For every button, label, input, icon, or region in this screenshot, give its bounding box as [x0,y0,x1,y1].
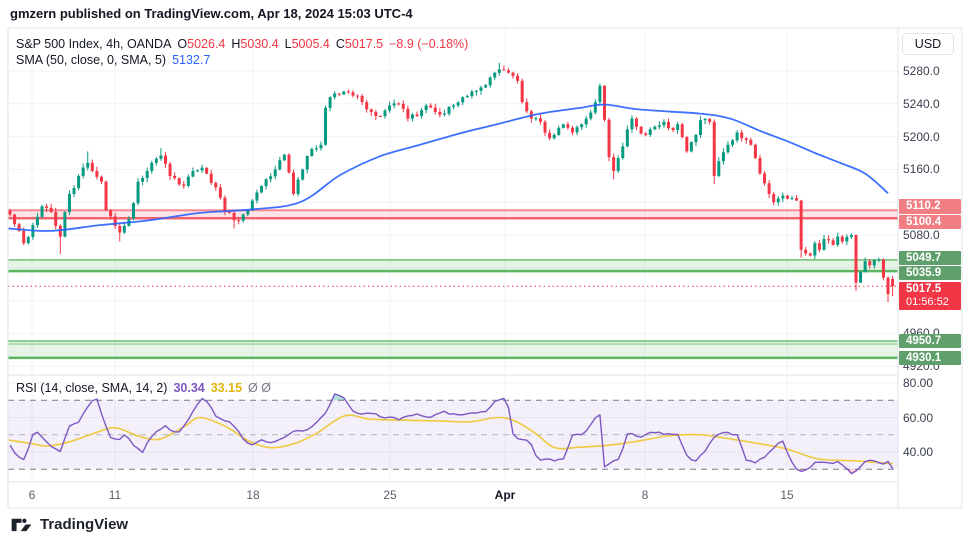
publish-header: gmzern published on TradingView.com, Apr… [0,0,970,28]
ohlc-low: L 5005.4 [284,37,330,51]
current-price-value: 5017.5 [906,282,942,295]
currency-button[interactable]: USD [902,33,954,55]
symbol-title: S&P 500 Index, 4h, OANDA [16,37,172,51]
ohlc-open: O 5026.4 [177,37,226,51]
bar-countdown: 01:56:52 [906,295,949,308]
rsi-tick-label: 60.00 [903,410,934,425]
ohlc-close: C 5017.5 [335,37,384,51]
rsi-legend[interactable]: RSI (14, close, SMA, 14, 2) 30.34 33.15 … [16,381,271,395]
price-tick-label: 5160.0 [903,162,940,177]
price-level-badge: 5100.4 [899,214,961,230]
price-level-badge: 4930.1 [899,350,961,366]
publish-header-text: gmzern published on TradingView.com, Apr… [10,6,413,21]
tradingview-logo-text: TradingView [40,516,129,533]
price-level-badge: 5035.9 [899,265,961,281]
sma-label: SMA (50, close, 0, SMA, 5) [16,53,167,67]
time-tick-label: 15 [780,488,794,502]
rsi-tick-label: 80.00 [903,376,934,390]
time-tick-label: 11 [108,488,122,502]
price-level-badge: 5110.2 [899,199,961,214]
change-value: −8.9 (−0.18%) [389,37,469,51]
sma-value: 5132.7 [172,53,211,67]
sma-legend[interactable]: SMA (50, close, 0, SMA, 5) 5132.7 [16,53,210,67]
price-tick-label: 5200.0 [903,129,940,144]
main-chart-pane[interactable] [8,28,898,375]
rsi-empty-values: Ø Ø [248,381,271,395]
symbol-legend[interactable]: S&P 500 Index, 4h, OANDA O 5026.4 H 5030.4… [16,37,468,51]
rsi-label: RSI (14, close, SMA, 14, 2) [16,381,168,395]
time-axis[interactable] [8,482,898,508]
tradingview-logo-icon [11,518,32,532]
rsi-ma-value: 33.15 [210,381,243,395]
rsi-tick-label: 40.00 [903,445,934,459]
time-tick-label: 8 [641,488,649,502]
ohlc-high: H 5030.4 [231,37,279,51]
rsi-value: 30.34 [173,381,205,395]
time-tick-label: Apr [494,488,516,502]
price-tick-label: 5280.0 [903,64,940,78]
current-price-badge: 5017.5 01:56:52 [899,281,961,310]
tradingview-logo[interactable]: TradingView [10,513,128,536]
price-tick-label: 5240.0 [903,96,940,111]
time-tick-label: 6 [28,488,36,502]
price-tick-label: 5080.0 [903,228,940,242]
price-level-badge: 4950.7 [899,333,961,349]
time-tick-label: 18 [246,488,260,502]
time-tick-label: 25 [383,488,397,502]
price-level-badge: 5049.7 [899,250,961,266]
